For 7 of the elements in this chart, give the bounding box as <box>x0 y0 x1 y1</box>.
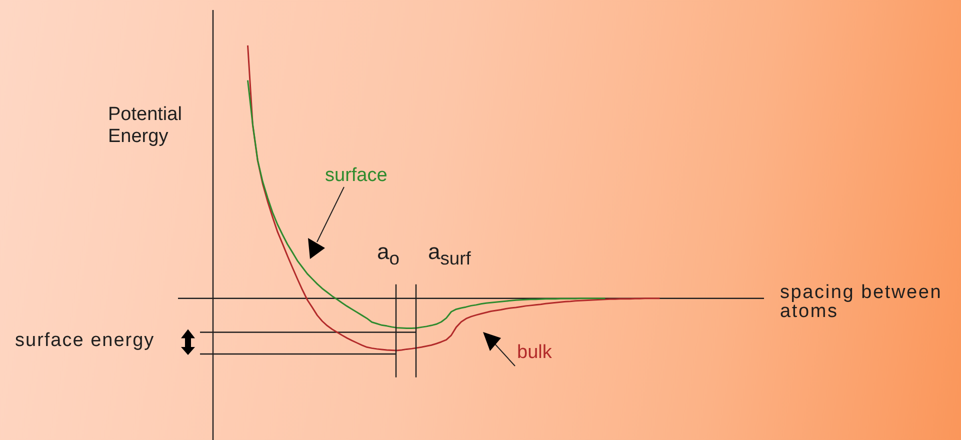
annotation: a$_{o}$ <box>377 239 400 270</box>
text: surface <box>325 165 388 186</box>
series-label: bulk <box>517 342 552 363</box>
text: surface energy <box>15 330 155 352</box>
y-axis-title: Potential Energy <box>108 104 183 148</box>
x-axis-title: spacing between atoms <box>780 282 944 322</box>
annotation: a$_{surf}$ <box>428 239 471 270</box>
